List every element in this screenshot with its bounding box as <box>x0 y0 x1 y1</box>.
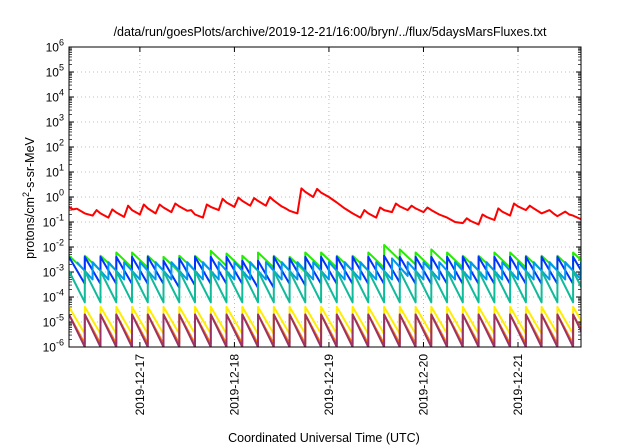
chart-title: /data/run/goesPlots/archive/2019-12-21/1… <box>114 25 547 39</box>
y-tick-label: 102 <box>46 138 64 155</box>
y-tick-label-base: 10 <box>46 91 60 105</box>
x-axis-label: Coordinated Universal Time (UTC) <box>228 431 420 445</box>
y-tick-label-base: 10 <box>43 266 57 280</box>
x-tick-labels: 2019-12-17 2019-12-18 2019-12-19 2019-12-20… <box>133 354 525 416</box>
y-tick-label-exponent: -1 <box>56 213 64 223</box>
y-tick-label-base: 10 <box>43 216 57 230</box>
y-tick-label-base: 10 <box>46 166 60 180</box>
y-tick-label: 10-6 <box>43 338 64 355</box>
y-tick-label-base: 10 <box>46 191 60 205</box>
y-tick-label: 10-4 <box>43 288 64 305</box>
grid <box>69 46 581 348</box>
y-tick-label-exponent: 2 <box>59 138 64 148</box>
plot-frame <box>68 46 582 348</box>
y-tick-label-base: 10 <box>43 341 57 355</box>
y-axis-label-sup: 2 <box>21 192 31 197</box>
y-tick-label-exponent: 3 <box>59 113 64 123</box>
y-tick-label-base: 10 <box>43 316 57 330</box>
x-tick-label: 2019-12-18 <box>227 354 241 416</box>
y-tick-label: 100 <box>46 188 64 205</box>
y-tick-label-base: 10 <box>43 241 57 255</box>
y-axis-label-main: protons/cm <box>23 197 37 259</box>
y-tick-label: 103 <box>46 113 64 130</box>
y-tick-label: 104 <box>46 88 64 105</box>
y-tick-label: 10-2 <box>43 238 64 255</box>
y-tick-label-exponent: 6 <box>59 38 64 48</box>
y-tick-label-base: 10 <box>46 116 60 130</box>
y-tick-label: 101 <box>46 163 64 180</box>
y-tick-label-exponent: 5 <box>59 63 64 73</box>
y-tick-label: 10-3 <box>43 263 64 280</box>
y-tick-label-exponent: -2 <box>56 238 64 248</box>
y-tick-labels: 10-610-510-410-310-210-11001011021031041… <box>43 38 64 355</box>
y-tick-label-base: 10 <box>43 291 57 305</box>
y-tick-label: 10-1 <box>43 213 64 230</box>
x-tick-label: 2019-12-20 <box>416 354 430 416</box>
y-tick-label: 105 <box>46 63 64 80</box>
y-tick-label-exponent: -6 <box>56 338 64 348</box>
y-axis-label: protons/cm2-s-sr-MeV <box>21 136 37 258</box>
y-tick-label: 106 <box>46 38 64 55</box>
y-tick-label-exponent: 4 <box>59 88 64 98</box>
series-group <box>69 187 581 347</box>
y-tick-label: 10-5 <box>43 313 64 330</box>
y-tick-label-exponent: 0 <box>59 188 64 198</box>
y-axis-label-rest: -s-sr-MeV <box>23 136 37 192</box>
x-tick-label: 2019-12-19 <box>322 354 336 416</box>
series-line-5 <box>69 270 581 304</box>
y-tick-label-exponent: -4 <box>56 288 64 298</box>
y-tick-label-exponent: -5 <box>56 313 64 323</box>
series-line-1 <box>69 187 581 226</box>
y-tick-label-base: 10 <box>46 41 60 55</box>
y-tick-label-base: 10 <box>46 141 60 155</box>
x-tick-label: 2019-12-21 <box>511 354 525 416</box>
y-tick-label-exponent: 1 <box>59 163 64 173</box>
x-tick-label: 2019-12-17 <box>133 354 147 416</box>
series-line-8 <box>69 313 581 347</box>
y-tick-label-exponent: -3 <box>56 263 64 273</box>
y-tick-label-base: 10 <box>46 66 60 80</box>
